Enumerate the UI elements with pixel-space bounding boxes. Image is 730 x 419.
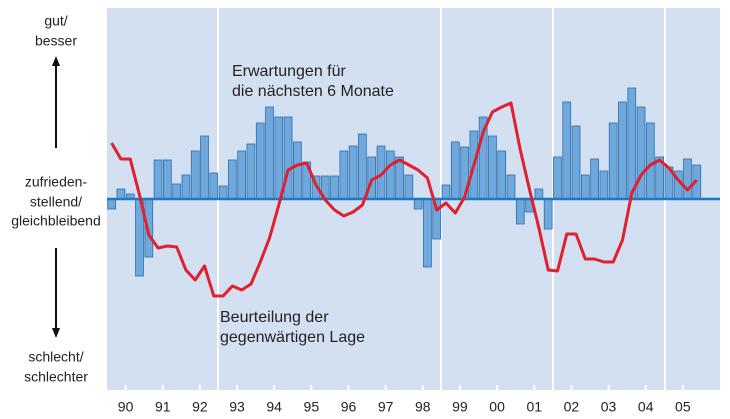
bar (181, 174, 191, 200)
bar (200, 135, 209, 200)
bar (209, 172, 219, 200)
bar (599, 170, 609, 200)
bar (395, 156, 404, 200)
bar (107, 198, 116, 210)
x-tick-label: 05 (675, 399, 691, 415)
bar (608, 122, 618, 200)
x-tick-label: 02 (564, 399, 580, 415)
bar (497, 150, 507, 200)
bar (506, 174, 516, 200)
x-tick-label: 03 (601, 399, 617, 415)
bar (163, 159, 172, 200)
series-label: gegenwärtigen Lage (220, 329, 365, 346)
bar (255, 122, 265, 200)
x-tick-label: 01 (526, 399, 542, 415)
bar (190, 150, 200, 200)
bar (580, 174, 590, 200)
x-tick-label: 90 (118, 399, 134, 415)
x-tick-label: 98 (415, 399, 431, 415)
arrows (52, 56, 60, 338)
series-label: Beurteilung der (220, 309, 329, 326)
arrow-head (52, 328, 60, 338)
y-label: stellend/ (30, 194, 82, 210)
bar (413, 198, 423, 210)
bar (553, 156, 562, 200)
arrow-head (52, 56, 60, 66)
bar (683, 158, 692, 200)
bar (330, 175, 339, 200)
bar (116, 188, 126, 200)
x-tick-label: 04 (638, 399, 654, 415)
series-label: Erwartungen für (232, 63, 347, 80)
bar (274, 116, 284, 200)
x-tick-label: 95 (304, 399, 320, 415)
bar (534, 188, 544, 200)
bar (237, 150, 247, 200)
bar (358, 133, 367, 200)
y-label: gleichbleibend (11, 213, 101, 229)
x-tick-label: 97 (378, 399, 394, 415)
bar (218, 185, 228, 200)
bar (172, 183, 182, 200)
bar (293, 141, 302, 200)
bar (283, 116, 293, 200)
bar (228, 159, 237, 200)
bar (385, 150, 395, 200)
bar (590, 158, 599, 200)
x-tick-label: 92 (192, 399, 208, 415)
bar (246, 143, 256, 200)
bar (618, 101, 627, 200)
bar (348, 145, 358, 200)
bar (450, 141, 460, 200)
series-label: die nächsten 6 Monate (232, 83, 394, 100)
line (110, 101, 698, 298)
bar (153, 159, 163, 200)
bar (562, 101, 572, 200)
x-tick-label: 99 (452, 399, 468, 415)
bar (404, 174, 414, 200)
bar (515, 198, 525, 225)
bar (627, 87, 637, 200)
x-tick-label: 96 (341, 399, 357, 415)
bar (636, 106, 646, 200)
x-tick-label: 93 (229, 399, 245, 415)
x-tick-label: 00 (489, 399, 505, 415)
bar (488, 135, 497, 200)
bar (571, 125, 581, 200)
bar (441, 184, 451, 200)
bar (543, 198, 553, 230)
y-label: gut/ (44, 13, 67, 29)
bar (645, 122, 655, 200)
bar (265, 106, 274, 200)
y-label: zufrieden- (25, 174, 88, 190)
x-tick-label: 91 (155, 399, 171, 415)
y-label: besser (35, 33, 77, 49)
x-tick-label: 94 (266, 399, 282, 415)
bar (339, 150, 349, 200)
bar (423, 198, 432, 268)
y-label: schlechter (24, 369, 88, 385)
y-label: schlecht/ (28, 349, 83, 365)
